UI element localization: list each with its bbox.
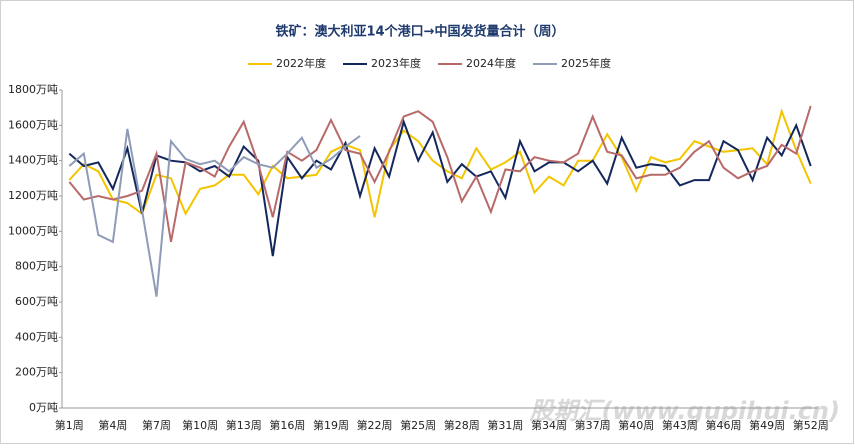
y-tick-label: 0万吨 (29, 401, 58, 414)
x-tick-label: 第31周 (487, 418, 523, 432)
x-tick-label: 第1周 (55, 418, 84, 432)
x-tick-label: 第7周 (142, 418, 171, 432)
y-tick-label: 1200万吨 (8, 189, 58, 202)
legend-label: 2023年度 (371, 56, 421, 70)
y-tick-label: 1600万吨 (8, 118, 58, 131)
x-tick-label: 第40周 (618, 418, 654, 432)
y-tick-label: 1000万吨 (8, 224, 58, 237)
x-tick-label: 第43周 (662, 418, 698, 432)
x-tick-label: 第4周 (98, 418, 127, 432)
y-tick-label: 200万吨 (15, 366, 58, 379)
legend-label: 2024年度 (466, 56, 516, 70)
x-tick-label: 第10周 (182, 418, 218, 432)
watermark: 股期汇(www.gupihui.cn) (528, 397, 840, 425)
series-line (68, 118, 812, 257)
chart-title: 铁矿：澳大利亚14个港口→中国发货量合计（周） (275, 24, 565, 40)
y-tick-label: 600万吨 (15, 295, 58, 308)
x-tick-label: 第28周 (444, 418, 480, 432)
y-tick-label: 1800万吨 (8, 83, 58, 96)
series-line (68, 105, 812, 243)
legend-label: 2025年度 (561, 56, 611, 70)
legend-label: 2022年度 (276, 56, 326, 70)
x-tick-label: 第16周 (269, 418, 305, 432)
x-tick-label: 第25周 (400, 418, 436, 432)
x-tick-label: 第37周 (575, 418, 611, 432)
series-line (68, 107, 812, 218)
y-tick-label: 400万吨 (15, 330, 58, 343)
x-tick-label: 第34周 (531, 418, 567, 432)
y-tick-label: 800万吨 (15, 260, 58, 273)
x-tick-label: 第22周 (357, 418, 393, 432)
x-tick-label: 第49周 (749, 418, 785, 432)
series-line (68, 128, 361, 297)
x-tick-label: 第46周 (706, 418, 742, 432)
x-tick-label: 第19周 (313, 418, 349, 432)
x-tick-label: 第13周 (226, 418, 262, 432)
x-tick-label: 第52周 (793, 418, 829, 432)
y-tick-label: 1400万吨 (8, 154, 58, 167)
